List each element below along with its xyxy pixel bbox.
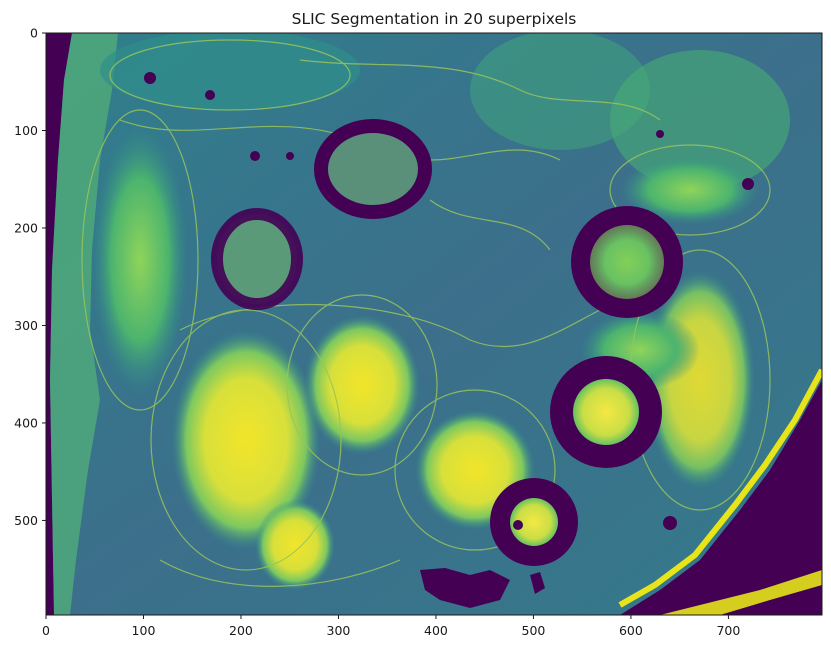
- bright-region-3: [255, 500, 335, 590]
- x-tick-label: 500: [522, 623, 546, 638]
- y-tick-label: 100: [14, 123, 38, 138]
- y-axis: 0 100 200 300 400 500: [14, 26, 46, 528]
- y-tick-label: 500: [14, 513, 38, 528]
- x-axis: 0 100 200 300 400 500 600 700: [42, 615, 740, 638]
- bright-region-2: [304, 315, 420, 455]
- y-tick-label: 400: [14, 415, 38, 430]
- x-tick-label: 0: [42, 623, 50, 638]
- dark-region-left-edge: [46, 33, 72, 615]
- bright-region-1: [171, 330, 321, 550]
- x-tick-label: 100: [132, 623, 156, 638]
- y-tick-label: 300: [14, 318, 38, 333]
- x-tick-label: 300: [327, 623, 351, 638]
- dark-region-bottom-right: [620, 380, 822, 615]
- x-tick-label: 200: [229, 623, 253, 638]
- ring-1: [321, 126, 425, 212]
- x-tick-label: 600: [619, 623, 643, 638]
- figure-title: SLIC Segmentation in 20 superpixels: [292, 10, 577, 28]
- y-tick-label: 200: [14, 220, 38, 235]
- plot-frame: [45, 32, 823, 616]
- ring-2: [217, 214, 297, 304]
- y-tick-label: 0: [30, 26, 38, 41]
- segmentation-image: [46, 33, 822, 615]
- x-tick-label: 700: [716, 623, 740, 638]
- left-tissue-band: [50, 33, 118, 615]
- left-lobe: [92, 125, 188, 395]
- dark-region-bottom: [420, 568, 510, 608]
- x-tick-label: 400: [424, 623, 448, 638]
